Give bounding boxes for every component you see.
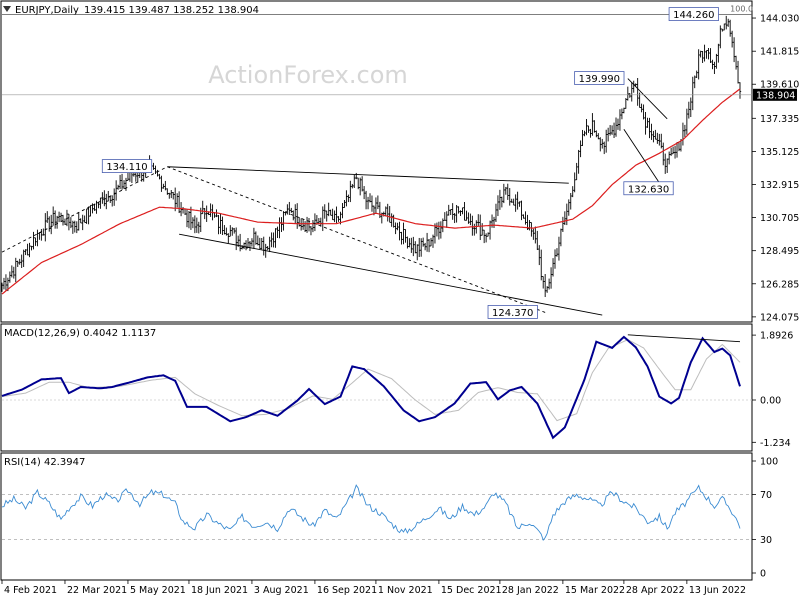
- price-tick-label: 139.610: [760, 80, 799, 91]
- price-plot: 134.110 124.370 139.990 132.630 144.260 100.0: [0, 5, 753, 319]
- price-tick-label: 124.075: [760, 312, 799, 323]
- price-panel-frame: [0, 0, 753, 323]
- macd-title: MACD(12,26,9) 0.4042 1.1137: [4, 328, 156, 339]
- trendline-2: [179, 233, 603, 316]
- price-tick-label: 126.285: [760, 279, 799, 290]
- collapse-arrow-icon[interactable]: [3, 6, 11, 12]
- price-tick-label: 141.815: [760, 47, 799, 58]
- x-tick-label: 3 Aug 2021: [254, 585, 309, 596]
- watermark: ActionForex.com: [208, 61, 408, 89]
- trendline-5: [627, 78, 668, 120]
- macd-tick-label: 1.8926: [760, 331, 793, 342]
- x-tick-label: 5 May 2021: [130, 585, 186, 596]
- annotation-label: 124.370: [492, 308, 533, 319]
- x-tick-label: 4 Feb 2021: [4, 585, 57, 596]
- price-header: EURJPY,Daily 139.415 139.487 138.252 138…: [3, 5, 259, 16]
- rsi-line: [1, 484, 741, 542]
- rsi-tick-label: 30: [760, 535, 772, 546]
- rsi-title: RSI(14) 42.3947: [4, 457, 85, 468]
- annotation-label: 132.630: [628, 184, 669, 195]
- x-tick-label: 18 Jun 2021: [191, 585, 248, 596]
- x-tick-label: 22 Mar 2021: [67, 585, 127, 596]
- annotation-label: 134.110: [106, 162, 147, 173]
- trendline-4: [167, 166, 546, 313]
- trendline-6: [623, 129, 664, 190]
- x-tick-label: 16 Sep 2021: [317, 585, 377, 596]
- level-label: 100.0: [730, 5, 753, 14]
- rsi-panel-frame: [0, 452, 753, 581]
- x-tick-label: 28 Apr 2022: [626, 585, 685, 596]
- macd-trendline: [627, 334, 741, 343]
- annotation-label: 139.990: [579, 74, 620, 85]
- price-tick-label: 137.335: [760, 114, 799, 125]
- macd-panel-frame: [0, 323, 753, 452]
- price-tick-label: 132.915: [760, 180, 799, 191]
- moving-average-line: [1, 88, 741, 295]
- annotation-box: [668, 7, 719, 21]
- price-tick-label: 144.030: [760, 14, 799, 25]
- last-price-label: 138.904: [756, 90, 795, 101]
- price-tick-label: 135.125: [760, 147, 799, 158]
- last-price-box: [753, 88, 797, 101]
- symbol-label: EURJPY,Daily: [15, 5, 79, 16]
- annotation-box: [487, 305, 538, 319]
- trendline-3: [1, 166, 168, 253]
- x-tick-label: 1 Nov 2021: [378, 585, 433, 596]
- rsi-tick-label: 70: [760, 490, 772, 501]
- ohlc-values: 139.415 139.487 138.252 138.904: [84, 5, 259, 16]
- x-tick-label: 28 Jan 2022: [502, 585, 559, 596]
- annotation-box: [101, 159, 153, 173]
- macd-plot: [1, 334, 752, 440]
- rsi-plot: [1, 484, 752, 542]
- x-tick-label: 15 Dec 2021: [441, 585, 502, 596]
- rsi-tick-label: 0: [760, 569, 766, 580]
- macd-line: [1, 335, 741, 440]
- rsi-tick-label: 100: [760, 457, 778, 468]
- price-tick-label: 130.705: [760, 213, 799, 224]
- x-tick-label: 15 Mar 2022: [565, 585, 625, 596]
- x-tick-label: 13 Jun 2022: [689, 585, 746, 596]
- axes: 144.030 141.815 139.610 137.335 135.125 132.9…: [1, 14, 799, 596]
- trendline-1: [167, 166, 569, 184]
- macd-tick-label: -1.234: [760, 438, 791, 449]
- annotation-box: [623, 181, 674, 196]
- annotation-label: 144.260: [673, 10, 714, 21]
- annotation-box: [574, 71, 625, 85]
- macd-tick-label: 0.00: [760, 396, 781, 407]
- price-tick-label: 128.495: [760, 246, 799, 257]
